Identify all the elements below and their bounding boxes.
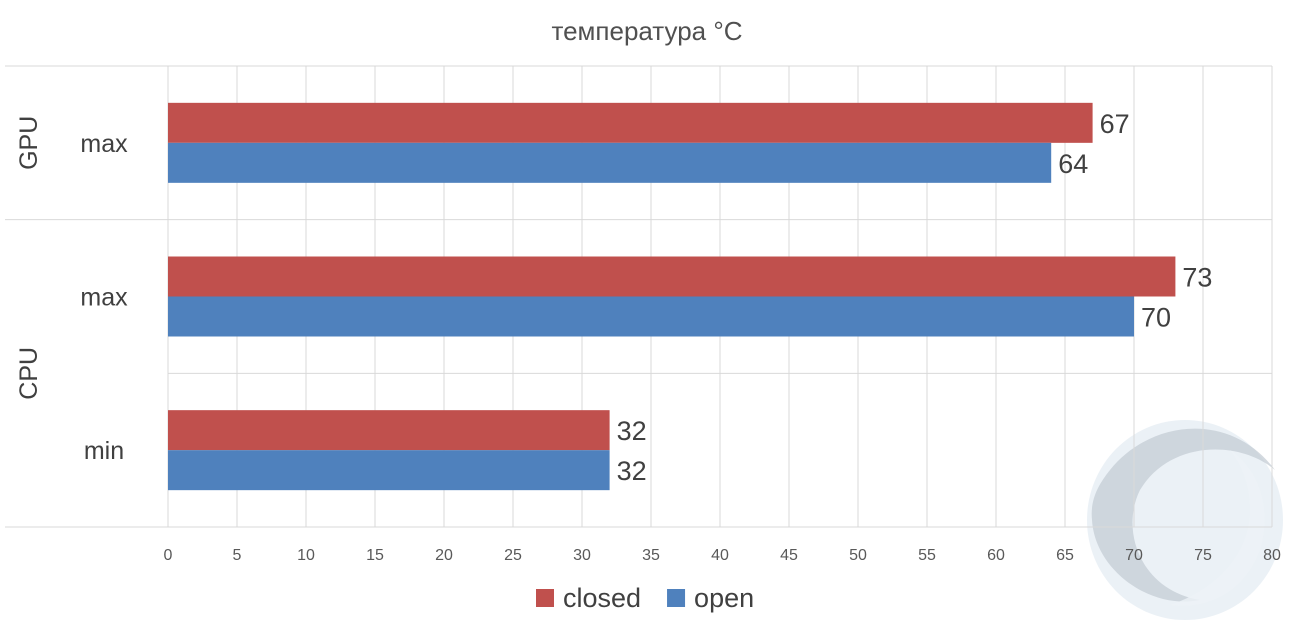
- bar-closed: [168, 102, 1093, 143]
- legend-swatch-closed: [536, 589, 554, 607]
- x-tick-label: 60: [987, 547, 1005, 564]
- bar-closed: [168, 256, 1176, 297]
- x-tick-label: 35: [642, 547, 660, 564]
- x-tick-label: 65: [1056, 547, 1074, 564]
- category-label: max: [80, 284, 128, 312]
- data-label-closed: 67: [1100, 109, 1130, 139]
- x-tick-label: 55: [918, 547, 936, 564]
- x-tick-labels: 0 5 10 15 20 25 30 35 40 45 50 55 60 65 70 75 80: [164, 547, 1281, 564]
- x-tick-label: 30: [573, 547, 591, 564]
- x-tick-label: 45: [780, 547, 798, 564]
- group-label: GPU: [15, 116, 43, 170]
- x-tick-label: 80: [1263, 547, 1281, 564]
- x-tick-label: 15: [366, 547, 384, 564]
- legend-swatch-open: [667, 589, 686, 607]
- data-label-open: 32: [617, 456, 647, 486]
- bar-closed: [168, 410, 610, 451]
- chart-title: температура °C: [551, 16, 742, 46]
- bar-open: [168, 296, 1134, 337]
- category-label: min: [84, 437, 124, 465]
- bar-open: [168, 142, 1052, 183]
- x-tick-label: 5: [233, 547, 242, 564]
- data-label-open: 70: [1141, 303, 1171, 333]
- x-tick-label: 70: [1125, 547, 1143, 564]
- legend: closed open: [536, 583, 754, 613]
- x-tick-label: 0: [164, 547, 173, 564]
- x-tick-label: 50: [849, 547, 867, 564]
- bar-open: [168, 450, 610, 491]
- legend-label-open: open: [694, 583, 754, 613]
- data-label-open: 64: [1058, 149, 1088, 179]
- plot-frame: [5, 65, 1272, 528]
- group-label: CPU: [15, 347, 43, 400]
- x-tick-label: 20: [435, 547, 453, 564]
- data-label-closed: 32: [617, 416, 647, 446]
- data-labels: 67 64 73 70 32 32: [617, 109, 1213, 486]
- category-label: max: [80, 130, 128, 158]
- x-tick-label: 40: [711, 547, 729, 564]
- legend-label-closed: closed: [563, 583, 641, 613]
- watermark-logo: [1087, 420, 1283, 620]
- x-tick-label: 25: [504, 547, 522, 564]
- x-tick-label: 75: [1194, 547, 1212, 564]
- category-labels: max GPU max min CPU: [15, 116, 128, 465]
- x-tick-label: 10: [297, 547, 315, 564]
- bars: [168, 102, 1176, 491]
- data-label-closed: 73: [1182, 263, 1212, 293]
